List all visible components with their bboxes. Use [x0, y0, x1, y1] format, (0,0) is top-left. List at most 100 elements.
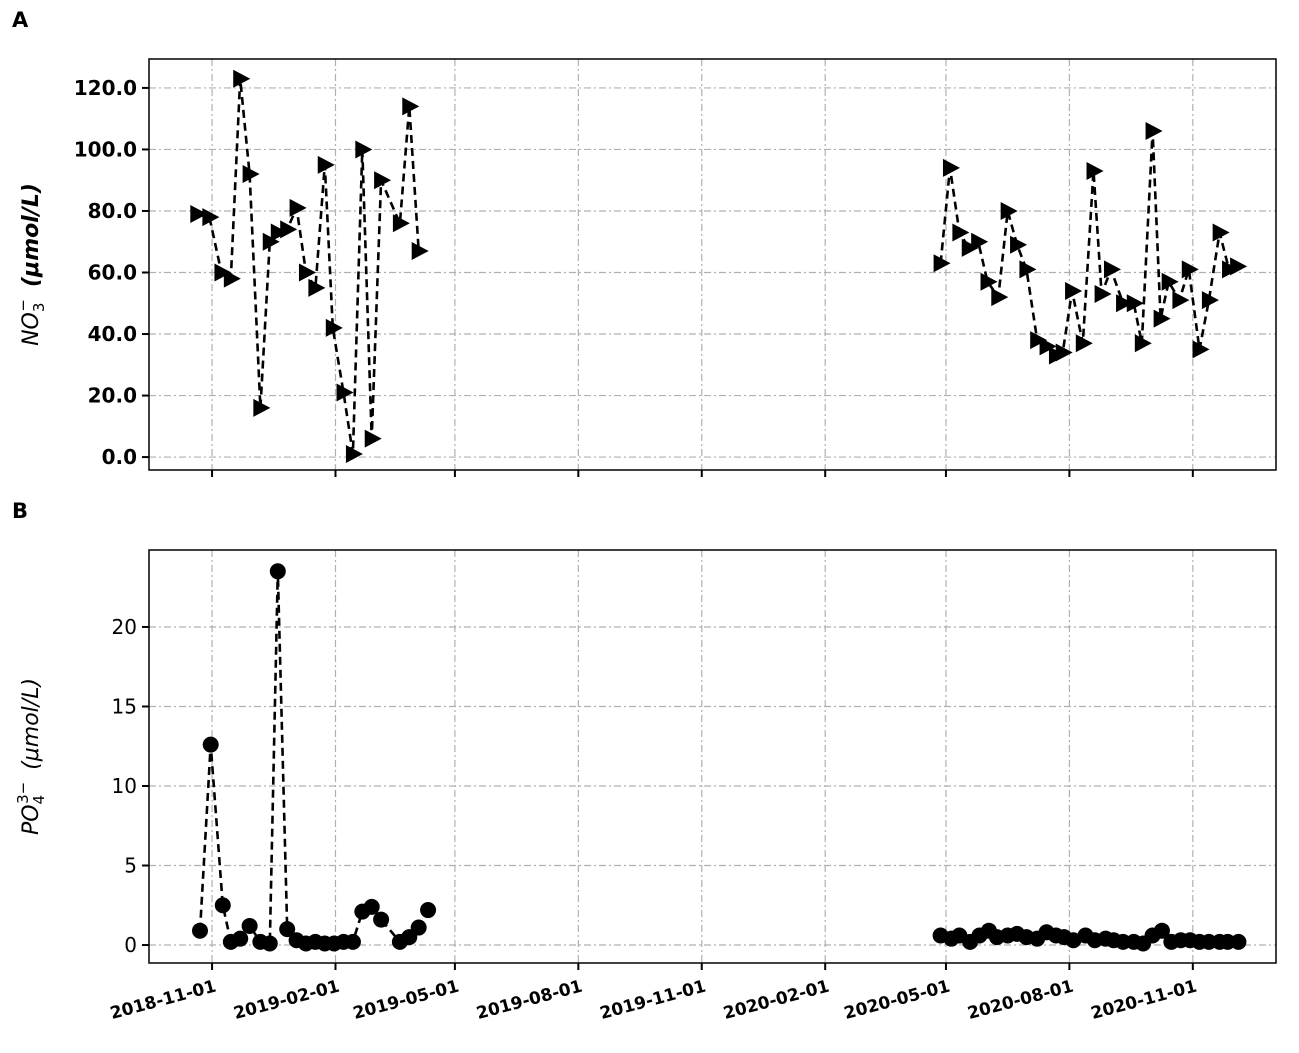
data-point: [942, 158, 960, 177]
y-tick-label: 10: [112, 774, 137, 798]
data-point: [364, 429, 382, 448]
data-point: [1145, 121, 1163, 140]
data-point: [1116, 294, 1134, 313]
data-point: [980, 272, 998, 291]
y-label-base: PO: [19, 804, 44, 835]
data-point: [1230, 933, 1247, 950]
data-point: [952, 223, 970, 242]
data-point: [1075, 334, 1093, 353]
data-point: [1153, 922, 1170, 939]
data-point: [991, 288, 1009, 307]
data-point: [392, 214, 410, 233]
data-point: [1065, 281, 1083, 300]
data-point: [298, 263, 316, 282]
data-point: [336, 383, 354, 402]
panel-label: B: [12, 499, 28, 523]
data-point: [308, 278, 326, 297]
data-point: [253, 398, 271, 417]
y-label-sup: 3−: [14, 782, 32, 804]
data-point: [1192, 340, 1210, 359]
data-point: [961, 238, 979, 257]
x-tick-label: 2020-08-01: [965, 977, 1075, 1024]
data-point: [1181, 260, 1199, 279]
y-tick-label: 40.0: [88, 322, 137, 346]
y-label-unit: (μmol/L): [19, 183, 44, 287]
data-point: [1086, 161, 1104, 180]
data-point: [241, 917, 258, 934]
data-point: [1094, 285, 1112, 304]
data-point: [402, 97, 420, 116]
data-point: [233, 69, 251, 88]
data-point: [279, 921, 296, 938]
y-tick-label: 20.0: [88, 384, 137, 408]
data-point: [190, 205, 208, 224]
data-point: [1212, 223, 1230, 242]
y-tick-label: 0.0: [102, 445, 137, 469]
y-tick-label: 100.0: [74, 137, 137, 161]
data-point: [1172, 291, 1190, 310]
panel-label: A: [12, 8, 29, 32]
x-tick-label: 2020-05-01: [842, 977, 952, 1024]
data-point: [214, 263, 232, 282]
data-point: [242, 165, 260, 184]
data-point: [280, 220, 298, 239]
data-point: [410, 919, 427, 936]
y-tick-label: 120.0: [74, 76, 137, 100]
x-tick-label: 2019-05-01: [351, 977, 461, 1024]
data-point: [355, 140, 373, 159]
data-point: [202, 736, 219, 753]
x-tick-label: 2019-11-01: [598, 977, 708, 1024]
data-point: [420, 902, 437, 919]
data-point: [262, 232, 280, 251]
data-point: [289, 198, 307, 217]
y-axis-label: NO3− (μmol/L): [14, 183, 48, 346]
y-tick-label: 0: [124, 933, 137, 957]
y-tick-label: 20: [112, 615, 137, 639]
x-tick-label: 2020-11-01: [1089, 977, 1199, 1024]
data-point: [270, 223, 288, 242]
y-label-sup: −: [14, 299, 32, 312]
data-point: [317, 155, 335, 174]
plot-frame: [148, 549, 1277, 964]
data-point: [373, 911, 390, 928]
y-axis-label: PO43− (μmol/L): [14, 678, 48, 835]
data-point: [1201, 291, 1219, 310]
data-point: [1039, 337, 1057, 356]
data-point: [971, 232, 989, 251]
x-tick-label: 2020-02-01: [721, 977, 831, 1024]
data-point: [325, 318, 343, 337]
data-point: [261, 935, 278, 952]
data-point: [1055, 343, 1073, 362]
data-point: [1230, 257, 1248, 276]
data-point: [345, 445, 363, 464]
data-point: [1065, 932, 1082, 949]
data-point: [232, 930, 249, 947]
data-point: [269, 563, 286, 580]
x-tick-label: 2019-08-01: [474, 977, 584, 1024]
plot-frame: [148, 58, 1277, 471]
data-point: [1000, 201, 1018, 220]
y-label-unit: (μmol/L): [19, 678, 44, 770]
data-point: [214, 897, 231, 914]
data-point: [1030, 331, 1048, 350]
y-tick-label: 15: [112, 694, 137, 718]
data-point: [1019, 260, 1037, 279]
data-point: [223, 269, 241, 288]
data-point: [1103, 260, 1121, 279]
data-point: [202, 208, 220, 227]
x-tick-label: 2018-11-01: [108, 977, 218, 1024]
data-point: [1134, 334, 1152, 353]
y-label-sub: 4: [30, 795, 48, 805]
data-point: [1126, 294, 1144, 313]
data-point: [191, 922, 208, 939]
data-point: [1153, 309, 1171, 328]
data-line: [196, 78, 1238, 455]
data-point: [1010, 235, 1028, 254]
y-label-sub: 3: [30, 303, 48, 313]
y-tick-label: 80.0: [88, 199, 137, 223]
y-label-base: NO: [19, 312, 44, 346]
data-point: [344, 933, 361, 950]
data-point: [933, 254, 951, 273]
data-point: [374, 171, 392, 190]
data-point: [1161, 272, 1179, 291]
